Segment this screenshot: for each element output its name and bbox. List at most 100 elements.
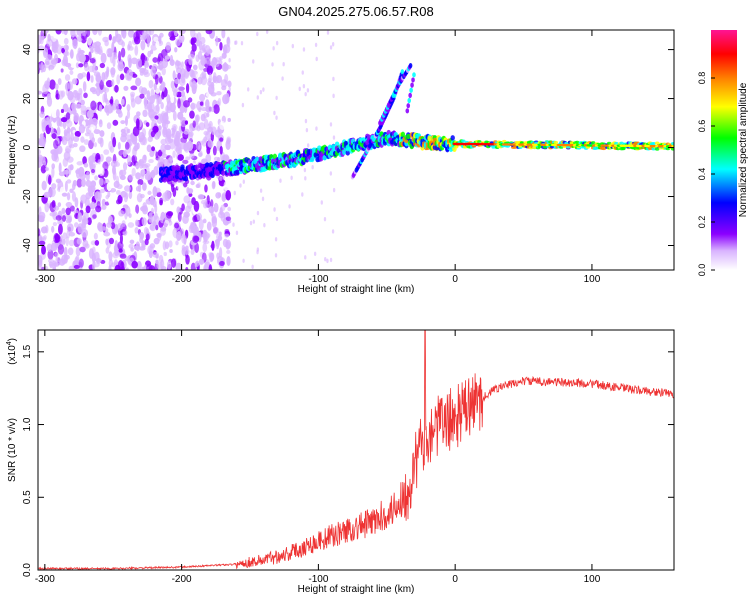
spectrogram-noise-blob bbox=[143, 226, 149, 235]
spectrogram-noise-blob bbox=[68, 232, 76, 237]
spectrogram-noise-blob bbox=[105, 80, 113, 88]
spectrogram-noise-blob bbox=[127, 54, 132, 63]
spectrogram-noise-blob bbox=[148, 108, 155, 119]
spectrogram-noise-blob bbox=[146, 90, 151, 101]
spectrogram-noise-blob bbox=[148, 79, 154, 89]
spectrogram-noise-blob bbox=[63, 246, 68, 258]
spectrogram-noise-blob bbox=[197, 76, 203, 85]
spectrogram-branch-mark bbox=[408, 92, 412, 98]
spectrogram-noise-blob bbox=[168, 118, 173, 128]
spectrogram-noise-blob bbox=[185, 205, 192, 213]
spectrogram-noise-blob bbox=[173, 30, 178, 37]
spectrogram-noise-blob bbox=[60, 90, 66, 98]
spectrogram-noise-blob bbox=[331, 42, 335, 47]
spectrogram-noise-blob bbox=[57, 202, 62, 208]
spectrogram-noise-blob bbox=[179, 103, 185, 114]
spectrogram-noise-blob bbox=[57, 220, 61, 225]
spectrogram-noise-blob bbox=[256, 249, 259, 255]
spectrogram-noise-blob bbox=[39, 136, 47, 146]
spectrogram-noise-blob bbox=[38, 75, 42, 83]
spectrogram-noise-blob bbox=[198, 144, 202, 152]
spectrogram-noise-blob bbox=[305, 127, 309, 133]
spectrogram-noise-blob bbox=[111, 41, 115, 53]
spectrogram-noise-blob bbox=[100, 52, 107, 64]
spectrogram-noise-blob bbox=[47, 174, 52, 185]
spectrogram-noise-blob bbox=[219, 145, 223, 155]
spectrogram-noise-blob bbox=[84, 243, 90, 249]
spectrogram-noise-blob bbox=[69, 70, 74, 75]
spectrogram-noise-blob bbox=[193, 200, 200, 212]
spectrogram-noise-blob bbox=[220, 212, 226, 222]
spectrogram-trend-mark bbox=[345, 150, 350, 156]
spectrogram-noise-blob bbox=[205, 153, 212, 163]
spectrogram-noise-blob bbox=[134, 45, 139, 56]
spectrogram-noise-blob bbox=[170, 133, 175, 139]
spectrogram-noise-blob bbox=[275, 40, 279, 46]
spectrogram-noise-blob bbox=[326, 30, 330, 35]
spectrogram-noise-blob bbox=[207, 123, 212, 128]
spectrogram-noise-blob bbox=[108, 264, 112, 270]
spectrogram-noise-blob bbox=[154, 115, 159, 120]
spectrogram-noise-blob bbox=[212, 72, 217, 84]
spectrogram-noise-blob bbox=[44, 61, 51, 69]
spectrogram-noise-blob bbox=[139, 134, 146, 146]
spectrogram-noise-blob bbox=[141, 266, 145, 270]
spectrogram-noise-blob bbox=[174, 222, 180, 229]
colorbar-tick-label: 0.2 bbox=[697, 216, 707, 229]
spectrogram-noise-blob bbox=[40, 36, 45, 41]
spectrogram-noise-blob bbox=[138, 183, 142, 193]
spectrogram-noise-blob bbox=[140, 169, 146, 177]
spectrogram-noise-blob bbox=[110, 67, 116, 76]
spectrogram-noise-blob bbox=[252, 59, 255, 64]
spectrogram-trend-mark bbox=[235, 169, 240, 175]
spectrogram-noise-blob bbox=[281, 76, 284, 81]
spectrogram-noise-blob bbox=[249, 220, 253, 226]
spectrogram-noise-blob bbox=[66, 223, 74, 233]
spectrogram-noise-blob bbox=[69, 205, 75, 212]
spectrogram-x-ticks: -300 -200 -100 0 100 bbox=[35, 30, 601, 285]
spectrogram-noise-blob bbox=[197, 194, 205, 200]
spectrogram-noise-blob bbox=[190, 102, 196, 111]
spectrogram-noise-blob bbox=[150, 207, 155, 215]
spectrogram-noise-blob bbox=[162, 192, 168, 202]
spectrogram-noise-blob bbox=[205, 99, 210, 109]
spectrogram-noise-blob bbox=[225, 139, 231, 151]
spectrogram-noise-blob bbox=[190, 69, 195, 80]
spectrogram-noise-blob bbox=[263, 222, 266, 228]
spectrogram-noise-blob bbox=[211, 217, 218, 229]
spectrogram-noise-blob bbox=[171, 124, 178, 131]
spectrogram-noise-blob bbox=[40, 236, 47, 242]
spectrogram-noise-blob bbox=[38, 34, 42, 45]
colorbar-tick-label: 0.8 bbox=[697, 72, 707, 85]
spectrogram-noise-blob bbox=[197, 140, 205, 145]
spectrogram-noise-blob bbox=[139, 231, 145, 240]
spectrogram-noise-blob bbox=[208, 252, 213, 258]
spectrogram-noise-blob bbox=[203, 264, 207, 270]
spectrogram-noise-blob bbox=[61, 207, 66, 215]
spectrogram-noise-blob bbox=[79, 145, 86, 153]
spectrogram-noise-blob bbox=[198, 122, 206, 131]
spectrogram-noise-blob bbox=[46, 115, 53, 124]
spectrogram-noise-blob bbox=[192, 235, 200, 244]
spectrogram-noise-blob bbox=[185, 156, 191, 161]
spectrogram-noise-blob bbox=[132, 134, 137, 142]
spectrogram-noise-blob bbox=[161, 91, 165, 100]
spectrogram-noise-blob bbox=[62, 215, 67, 222]
spectrogram-noise-blob bbox=[241, 102, 245, 108]
spectrogram-noise-blob bbox=[153, 166, 159, 176]
spectrogram-branch-mark bbox=[406, 103, 411, 109]
spectrogram-noise-blob bbox=[72, 135, 80, 143]
spectrogram-noise-blob bbox=[126, 109, 131, 119]
spectrogram-noise-blob bbox=[128, 173, 134, 181]
spectrogram-noise-blob bbox=[144, 238, 149, 246]
spectrogram-noise-blob bbox=[108, 140, 113, 151]
y-tick-label: 0 bbox=[22, 144, 33, 150]
spectrogram-noise-blob bbox=[85, 205, 91, 214]
spectrogram-noise-blob bbox=[164, 55, 170, 60]
spectrogram-noise-blob bbox=[65, 145, 72, 154]
spectrogram-noise-blob bbox=[154, 74, 159, 85]
spectrogram-noise-blob bbox=[93, 261, 100, 268]
spectrogram-branch-mark bbox=[411, 77, 415, 83]
spectrogram-noise-blob bbox=[204, 184, 208, 193]
spectrogram-noise-blob bbox=[139, 193, 145, 199]
